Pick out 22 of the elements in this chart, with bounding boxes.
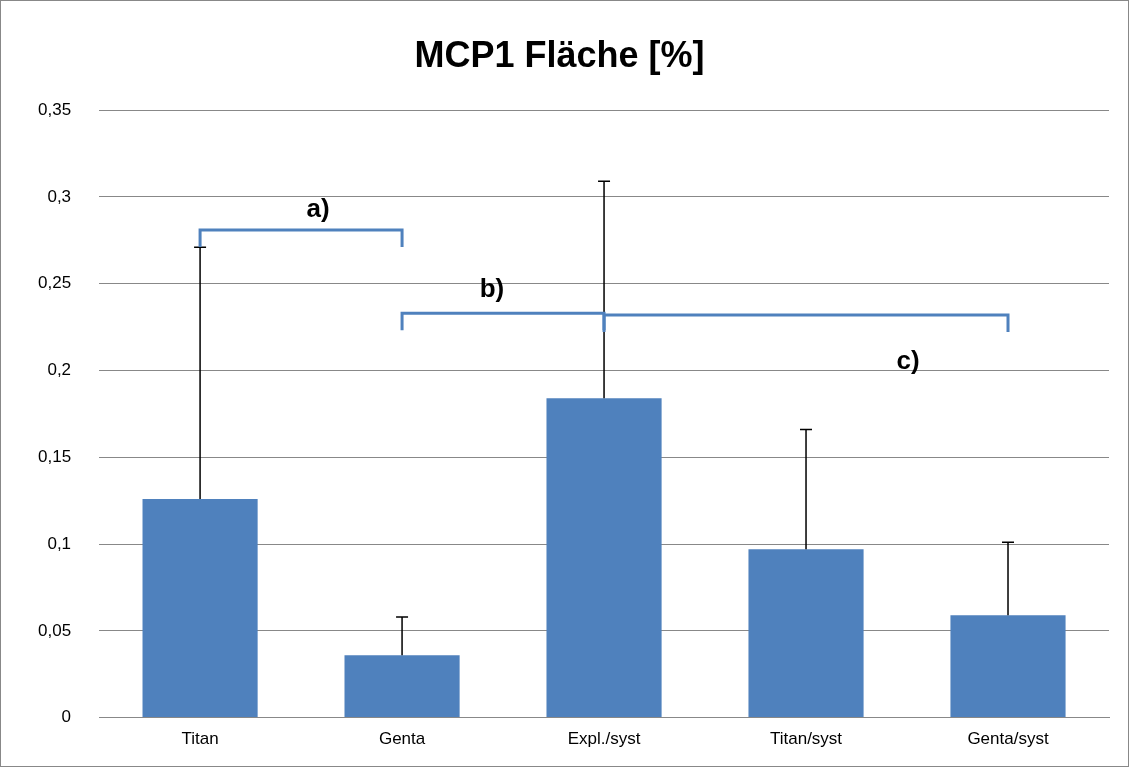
y-tick-label: 0,2: [47, 360, 72, 380]
y-tick-label: 0,35: [37, 99, 72, 119]
bar: [950, 615, 1066, 718]
bar: [546, 398, 662, 718]
y-tick-label: 0,15: [37, 446, 72, 466]
x-tick-label: Titan: [181, 729, 219, 749]
x-tick-label: Genta/syst: [967, 729, 1049, 749]
x-tick-label: Titan/syst: [769, 729, 843, 749]
annotation: c): [896, 345, 920, 376]
chart-title: MCP1 Fläche [%]: [414, 33, 705, 75]
x-tick-label: Expl./syst: [567, 729, 641, 749]
y-tick-label: 0,1: [47, 533, 72, 553]
bar: [142, 498, 258, 718]
y-tick-label: 0,25: [37, 273, 72, 293]
y-tick-label: 0,05: [37, 620, 72, 640]
bar: [344, 655, 460, 718]
y-tick-label: 0,3: [47, 186, 72, 206]
x-tick-label: Genta: [378, 729, 426, 749]
annotation: a): [306, 193, 330, 224]
y-tick-label: 0: [61, 707, 72, 727]
annotation: b): [479, 273, 505, 304]
bar: [748, 549, 864, 718]
